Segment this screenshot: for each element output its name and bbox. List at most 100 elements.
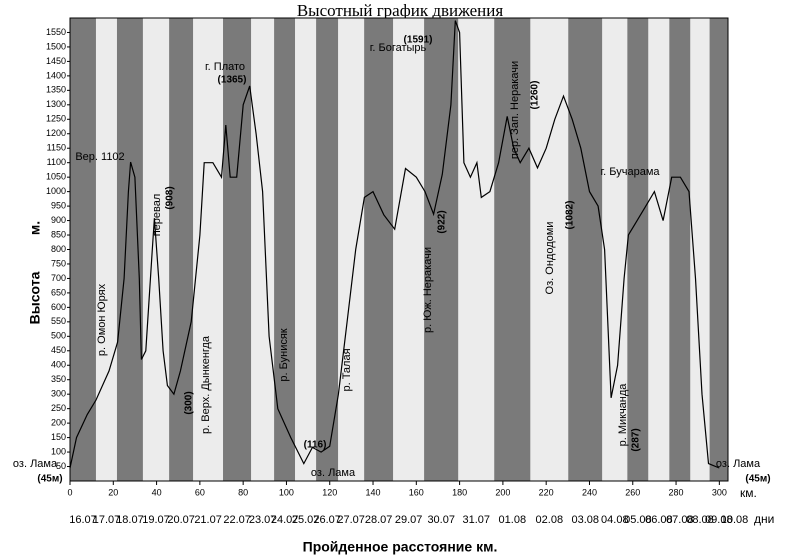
day-band <box>602 18 628 481</box>
y-axis-unit: м. <box>27 221 43 235</box>
day-band <box>116 18 143 481</box>
y-tick-label: 300 <box>51 389 66 399</box>
day-band <box>251 18 275 481</box>
annotation: (287) <box>631 428 642 451</box>
x-tick-label: 0 <box>67 487 72 497</box>
y-tick-label: 550 <box>51 316 66 326</box>
y-tick-label: 250 <box>51 403 66 413</box>
annotation: (1591) <box>404 35 433 46</box>
y-tick-label: 1350 <box>46 85 66 95</box>
day-band <box>169 18 194 481</box>
day-label: 04.08 <box>601 514 629 526</box>
annotation: г. Плато <box>205 61 245 73</box>
day-label: 29.07 <box>395 514 423 526</box>
day-label: 02.08 <box>536 514 564 526</box>
y-tick-label: 1150 <box>47 143 66 153</box>
y-tick-label: 900 <box>51 215 66 225</box>
day-band <box>709 18 728 481</box>
y-tick-label: 600 <box>51 302 66 312</box>
day-label: 19.07 <box>142 514 170 526</box>
annotation: (1082) <box>565 201 576 230</box>
day-band <box>393 18 425 481</box>
day-label: 25.07 <box>292 514 320 526</box>
annotation: р. Талая <box>341 348 353 391</box>
day-band <box>424 18 459 481</box>
y-tick-label: 1200 <box>46 128 66 138</box>
x-axis-label: Пройденное расстояние км. <box>303 539 498 555</box>
y-tick-label: 950 <box>51 200 66 210</box>
annotation: г. Бучарама <box>600 166 660 178</box>
y-tick-label: 1000 <box>46 186 66 196</box>
x-tick-label: 120 <box>322 487 337 497</box>
day-band <box>70 18 96 481</box>
annotation: р. Юж. Неракачи <box>422 247 434 333</box>
y-tick-label: 1500 <box>46 41 66 51</box>
plot-area <box>70 18 728 481</box>
y-tick-label: 850 <box>51 229 66 239</box>
x-tick-label: 260 <box>625 487 640 497</box>
annotation: (45м) <box>745 474 770 485</box>
y-tick-label: 1550 <box>46 27 66 37</box>
y-tick-label: 400 <box>51 360 66 370</box>
day-label: 07.08 <box>666 514 694 526</box>
day-band <box>364 18 394 481</box>
x-tick-label: 80 <box>238 487 248 497</box>
day-band <box>295 18 317 481</box>
y-tick-label: 650 <box>51 287 66 297</box>
day-band <box>274 18 296 481</box>
annotation: оз. Лама <box>716 458 761 470</box>
y-tick-label: 800 <box>51 244 66 254</box>
x-tick-label: 140 <box>366 487 381 497</box>
day-band <box>530 18 569 481</box>
day-label: 09.08 <box>705 514 733 526</box>
day-label: 21.07 <box>194 514 222 526</box>
day-label: 08.08 <box>686 514 714 526</box>
y-tick-label: 1100 <box>47 157 66 167</box>
annotation: (922) <box>437 210 448 233</box>
day-label: 28.07 <box>365 514 393 526</box>
x-tick-label: 180 <box>452 487 467 497</box>
day-band <box>494 18 531 481</box>
y-tick-label: 500 <box>51 331 66 341</box>
day-label: 06.08 <box>645 514 673 526</box>
day-label: 10.08 <box>721 514 749 526</box>
day-label: 30.07 <box>427 514 455 526</box>
day-band <box>95 18 117 481</box>
y-tick-label: 350 <box>51 374 66 384</box>
annotation: перевал <box>151 194 163 237</box>
day-band <box>669 18 691 481</box>
day-label: 03.08 <box>571 514 599 526</box>
y-tick-label: 150 <box>51 432 66 442</box>
x-tick-label: 160 <box>409 487 424 497</box>
day-label: 18.07 <box>116 514 144 526</box>
day-label: 16.07 <box>69 514 97 526</box>
annotation: пер. Зап. Неракачи <box>509 61 521 159</box>
day-label: 31.07 <box>463 514 491 526</box>
annotation: р. Микчанда <box>617 383 629 447</box>
day-label: 23.07 <box>249 514 277 526</box>
x-tick-label: 60 <box>195 487 205 497</box>
y-tick-label: 1050 <box>46 172 66 182</box>
annotation: оз. Лама <box>311 467 356 479</box>
day-band <box>338 18 365 481</box>
x-tick-label: 200 <box>495 487 510 497</box>
day-label: 26.07 <box>313 514 341 526</box>
plot-frame <box>69 17 729 482</box>
day-label: 22.07 <box>223 514 251 526</box>
y-tick-label: 1450 <box>46 56 66 66</box>
day-label: 27.07 <box>337 514 365 526</box>
x-tick-label: 300 <box>712 487 727 497</box>
y-tick-label: 1400 <box>46 70 66 80</box>
annotation: (116) <box>304 440 327 451</box>
x-tick-label: 100 <box>279 487 294 497</box>
day-band <box>568 18 603 481</box>
annotation: р. Бунисяк <box>278 328 290 381</box>
y-tick-label: 1300 <box>46 99 66 109</box>
day-label: 24.07 <box>271 514 299 526</box>
y-tick-label: 750 <box>51 258 66 268</box>
day-band <box>627 18 649 481</box>
y-tick-label: 100 <box>51 446 66 456</box>
day-band <box>458 18 495 481</box>
